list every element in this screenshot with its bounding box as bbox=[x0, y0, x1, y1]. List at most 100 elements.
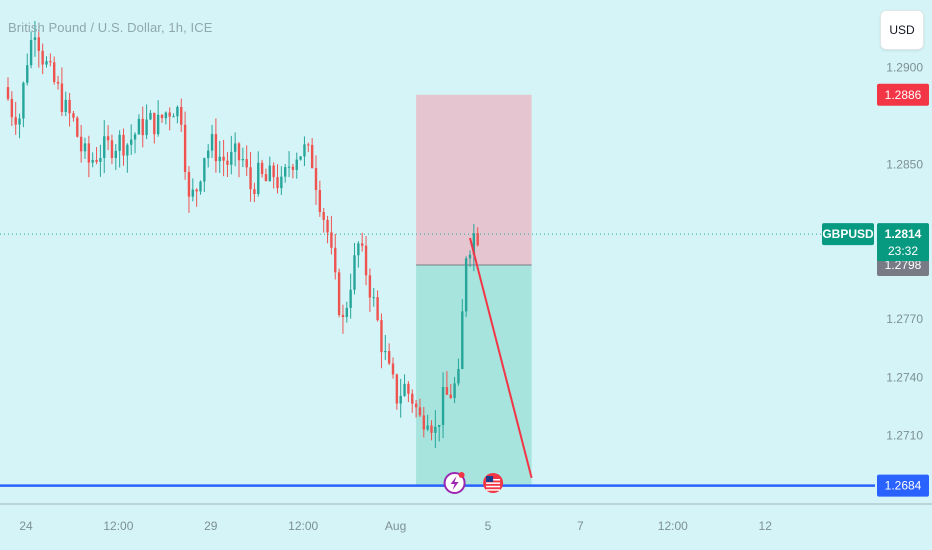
candle bbox=[295, 159, 298, 170]
candle bbox=[110, 140, 114, 158]
candle bbox=[395, 374, 399, 404]
candle bbox=[268, 165, 271, 182]
candle bbox=[195, 189, 198, 192]
candle bbox=[326, 219, 329, 233]
candle bbox=[284, 167, 287, 177]
candle bbox=[434, 426, 437, 433]
candle bbox=[453, 383, 456, 398]
candle bbox=[137, 118, 141, 135]
candle bbox=[187, 171, 191, 197]
us-flag-event-icon[interactable] bbox=[483, 473, 504, 493]
candle bbox=[41, 50, 44, 65]
candle bbox=[249, 167, 252, 190]
candle bbox=[141, 118, 144, 136]
candle bbox=[307, 144, 310, 146]
candle bbox=[226, 160, 229, 165]
candle bbox=[257, 162, 260, 194]
candle bbox=[18, 118, 21, 125]
candle bbox=[133, 134, 137, 140]
candle bbox=[322, 212, 325, 220]
candle bbox=[103, 136, 106, 159]
candle bbox=[441, 387, 445, 425]
candle bbox=[37, 37, 40, 51]
candle bbox=[334, 247, 337, 273]
candle bbox=[237, 143, 241, 161]
candle bbox=[380, 320, 383, 353]
x-tick-label: Aug bbox=[385, 519, 406, 533]
price-tag bbox=[877, 83, 929, 106]
candle bbox=[91, 159, 94, 163]
y-tick-label: 1.2740 bbox=[886, 370, 923, 384]
candle bbox=[10, 98, 14, 118]
candle bbox=[368, 275, 372, 298]
candle bbox=[353, 255, 356, 290]
candle bbox=[153, 112, 156, 135]
candle bbox=[445, 387, 449, 395]
current-price-tag bbox=[877, 223, 929, 262]
candle bbox=[337, 272, 341, 315]
candle bbox=[60, 83, 64, 112]
candle bbox=[414, 403, 418, 408]
candle bbox=[14, 117, 17, 125]
candle bbox=[168, 112, 171, 117]
price-tag bbox=[877, 474, 929, 497]
candle bbox=[291, 166, 295, 170]
candle bbox=[241, 159, 245, 161]
symbol-tag-label: GBPUSD bbox=[822, 227, 874, 241]
candle bbox=[76, 117, 79, 137]
candle bbox=[314, 168, 318, 191]
candle bbox=[160, 114, 164, 119]
candle bbox=[372, 297, 375, 299]
candle bbox=[472, 233, 476, 255]
candle bbox=[361, 243, 364, 246]
candle bbox=[399, 395, 402, 404]
candle bbox=[164, 112, 168, 119]
candle bbox=[22, 82, 25, 119]
symbol-tag bbox=[822, 223, 874, 246]
price-tag-label: 1.2684 bbox=[885, 479, 922, 493]
candle bbox=[156, 114, 160, 135]
candle bbox=[422, 415, 425, 430]
candle bbox=[264, 174, 268, 182]
x-tick-label: 12:00 bbox=[288, 519, 318, 533]
candle bbox=[287, 166, 291, 168]
candle bbox=[95, 159, 98, 162]
candle bbox=[341, 314, 345, 318]
candle bbox=[130, 139, 133, 145]
candle bbox=[310, 144, 314, 169]
candle bbox=[203, 158, 206, 182]
candle bbox=[464, 258, 468, 312]
x-tick-label: 7 bbox=[577, 519, 584, 533]
candle bbox=[222, 156, 225, 161]
candle bbox=[330, 232, 333, 248]
candle bbox=[318, 190, 322, 213]
price-tag-label: 1.2798 bbox=[885, 258, 922, 272]
candle bbox=[364, 245, 368, 276]
candle bbox=[214, 134, 218, 162]
candle bbox=[349, 289, 352, 308]
candle bbox=[56, 81, 60, 84]
trend-line[interactable] bbox=[469, 237, 533, 479]
candle bbox=[449, 394, 452, 398]
candle bbox=[303, 144, 306, 157]
x-tick-label: 24 bbox=[19, 519, 33, 533]
chart-title: British Pound / U.S. Dollar, 1h, ICE bbox=[8, 20, 213, 35]
countdown-label: 23:32 bbox=[888, 244, 918, 258]
candle bbox=[407, 383, 410, 394]
candle bbox=[180, 106, 183, 125]
candle bbox=[45, 61, 48, 65]
currency-button[interactable]: USD bbox=[880, 10, 924, 50]
candle bbox=[387, 351, 391, 364]
x-tick-label: 5 bbox=[485, 519, 492, 533]
candle bbox=[176, 106, 179, 117]
lightning-event-icon[interactable] bbox=[443, 472, 466, 494]
take-profit-zone[interactable] bbox=[416, 265, 532, 486]
y-tick-label: 1.2850 bbox=[886, 157, 923, 171]
y-tick-label: 1.2770 bbox=[886, 312, 923, 326]
candle bbox=[207, 150, 210, 159]
candle bbox=[457, 368, 460, 384]
candle bbox=[199, 181, 202, 192]
candle bbox=[29, 39, 33, 66]
